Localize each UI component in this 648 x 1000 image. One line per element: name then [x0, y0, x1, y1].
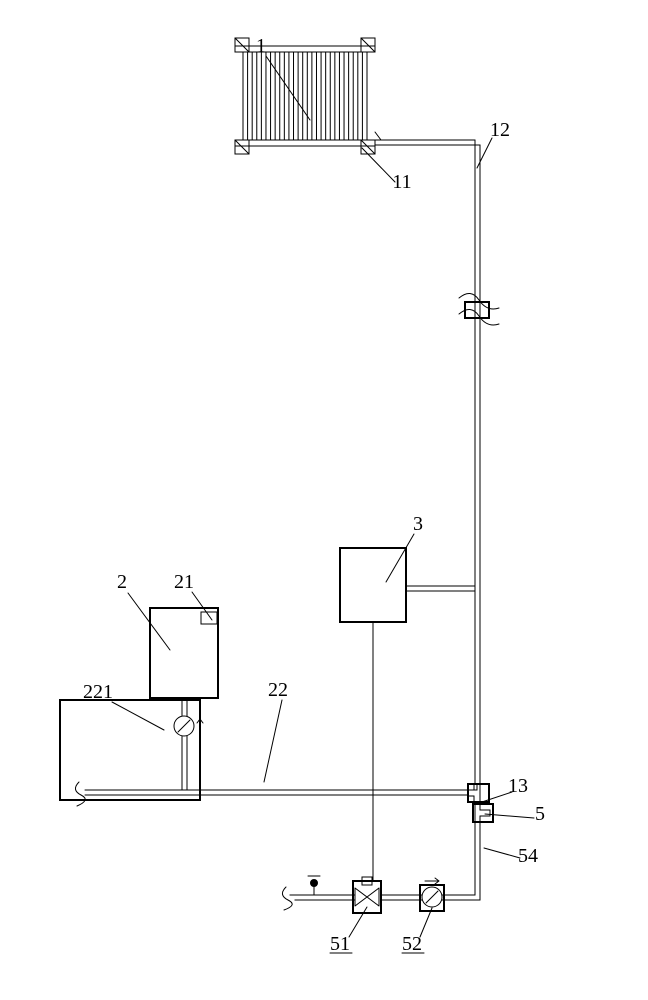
solenoid-valve-51 — [290, 877, 381, 913]
tee-joints — [468, 145, 493, 900]
leader-l12 — [477, 138, 492, 168]
pipe-break-mark — [459, 293, 499, 325]
leader-l22 — [264, 700, 282, 782]
outlet-bottom — [282, 887, 292, 910]
label-l1: 1 — [256, 35, 266, 57]
leader-l52 — [420, 908, 432, 937]
label-l13: 13 — [508, 775, 528, 797]
gas-water-heater — [150, 608, 218, 708]
leader-l21 — [192, 592, 212, 620]
label-l2: 2 — [117, 571, 127, 593]
leader-l1 — [266, 56, 310, 120]
controller — [340, 548, 406, 622]
sensor-bottom — [308, 876, 320, 895]
label-l5: 5 — [535, 803, 545, 825]
label-l52: 52 — [402, 933, 422, 955]
leader-l3 — [386, 534, 414, 582]
leader-l54 — [484, 848, 520, 858]
label-l51: 51 — [330, 933, 350, 955]
label-l54: 54 — [518, 845, 538, 867]
label-l221: 221 — [83, 681, 113, 703]
label-l22: 22 — [268, 679, 288, 701]
label-l12: 12 — [490, 119, 510, 141]
leader-l11 — [362, 148, 395, 182]
check-valve-52 — [379, 878, 480, 911]
label-l21: 21 — [174, 571, 194, 593]
label-l3: 3 — [413, 513, 423, 535]
